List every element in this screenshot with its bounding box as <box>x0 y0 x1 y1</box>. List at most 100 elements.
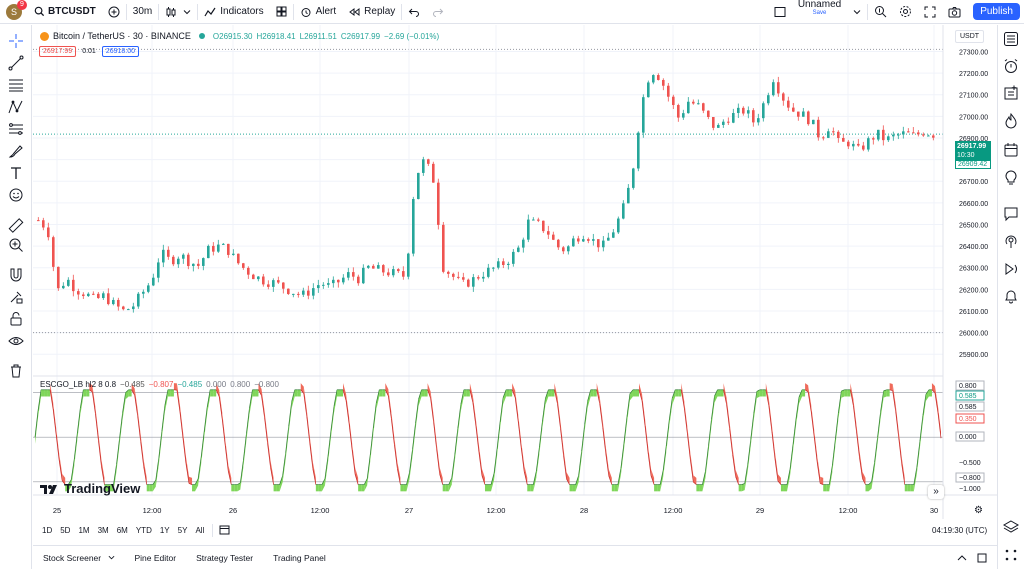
broadcast-icon[interactable] <box>1003 261 1019 277</box>
oscillator-band-segment <box>654 484 658 492</box>
oscillator-band-segment <box>173 383 177 391</box>
eye-icon[interactable] <box>8 333 24 349</box>
oscillator-line-segment <box>708 418 712 446</box>
trend-line-icon[interactable] <box>8 55 24 71</box>
publish-button[interactable]: Publish <box>973 3 1020 20</box>
oscillator-band-segment <box>699 484 703 492</box>
ruler-icon[interactable] <box>8 217 24 233</box>
user-avatar[interactable]: S 9 <box>6 0 27 20</box>
redo-button[interactable] <box>426 0 450 24</box>
range-1y[interactable]: 1Y <box>159 525 170 535</box>
lock-drawings-icon[interactable] <box>8 289 24 305</box>
symbol-search[interactable]: BTCUSDT <box>28 0 102 24</box>
layout-save-toggle[interactable] <box>768 0 792 24</box>
tab-stock-screener[interactable]: Stock Screener <box>33 553 125 563</box>
more-grid-icon[interactable] <box>1003 547 1019 563</box>
range-5d[interactable]: 5D <box>60 525 71 535</box>
settings-button[interactable] <box>893 0 918 24</box>
candles-icon <box>166 6 176 17</box>
emoji-icon[interactable] <box>8 187 24 203</box>
bar-style-button[interactable] <box>159 0 197 24</box>
range-1d[interactable]: 1D <box>42 525 53 535</box>
candle-body <box>342 277 345 283</box>
candle-body <box>607 237 610 241</box>
projection-icon[interactable] <box>8 121 24 137</box>
brush-icon[interactable] <box>8 143 24 159</box>
utc-clock[interactable]: 04:19:30 (UTC) <box>932 526 988 535</box>
range-1m[interactable]: 1M <box>78 525 90 535</box>
oscillator-band-segment <box>149 484 153 492</box>
oscillator-line-segment <box>668 398 673 421</box>
scroll-to-realtime-button[interactable]: » <box>928 485 944 499</box>
buy-price-box[interactable]: 26918.00 <box>101 46 140 57</box>
currency-button[interactable]: USDT <box>955 30 985 43</box>
ideas-bulb-icon[interactable] <box>1003 170 1019 186</box>
quick-search-button[interactable] <box>868 0 893 24</box>
oscillator-band-segment <box>657 484 661 492</box>
pattern-icon[interactable] <box>8 99 24 115</box>
compare-button[interactable] <box>102 0 126 24</box>
trash-icon[interactable] <box>8 363 24 379</box>
oscillator-line-segment <box>330 406 335 431</box>
notifications-bell-icon[interactable] <box>1003 288 1019 304</box>
interval-button[interactable]: 30m <box>132 6 153 17</box>
tab-strategy-tester[interactable]: Strategy Tester <box>196 552 254 563</box>
replay-button[interactable]: Replay <box>342 0 401 24</box>
time-tick-label: 12:00 <box>487 506 506 515</box>
candle-body <box>357 276 360 284</box>
tab-trading-panel[interactable]: Trading Panel <box>273 552 326 563</box>
layout-menu-button[interactable] <box>847 0 867 24</box>
expand-panel-icon[interactable] <box>957 553 967 563</box>
text-icon[interactable] <box>8 165 24 181</box>
sell-price-box[interactable]: 26917.99 <box>39 46 77 57</box>
candle-body <box>227 243 230 255</box>
range-5y[interactable]: 5Y <box>177 525 188 535</box>
oscillator-axis[interactable]: 0.800 0.585 0.585 0.350 0.000 −0.500 −0.800 −1.… <box>955 380 985 493</box>
maximize-panel-icon[interactable] <box>977 553 987 563</box>
candle-body <box>737 107 740 114</box>
oscillator-band-segment <box>569 484 573 492</box>
candle-body <box>777 82 780 94</box>
hotlist-fire-icon[interactable] <box>1003 113 1019 129</box>
streams-icon[interactable] <box>1003 233 1019 249</box>
layouts-button[interactable] <box>270 0 293 24</box>
range-ytd[interactable]: YTD <box>135 525 152 535</box>
chart-area[interactable]: 27300.00 27200.00 27100.00 27000.00 26900.00… <box>33 25 997 519</box>
oscillator-band-segment <box>889 383 893 391</box>
range-6m[interactable]: 6M <box>116 525 128 535</box>
zoom-in-icon[interactable] <box>8 237 24 253</box>
calendar-icon[interactable] <box>1003 142 1019 158</box>
oscillator-value-badge <box>955 472 985 483</box>
alerts-clock-icon[interactable] <box>1003 58 1019 74</box>
chat-icon[interactable] <box>1003 206 1019 222</box>
right-sidebar <box>997 25 1024 569</box>
data-window-icon[interactable] <box>1003 85 1019 101</box>
candle-body <box>472 277 475 287</box>
tradingview-watermark[interactable]: TradingView <box>40 481 140 496</box>
lock-icon[interactable] <box>8 311 24 327</box>
alert-button[interactable]: Alert <box>294 0 343 24</box>
layout-name-button[interactable]: Unnamed Save <box>792 0 847 24</box>
oscillator-line-segment <box>901 464 906 485</box>
crosshair-icon[interactable] <box>8 33 24 49</box>
candle-body <box>287 288 290 294</box>
candle-body <box>832 131 835 133</box>
magnet-icon[interactable] <box>8 267 24 283</box>
tab-pine-editor[interactable]: Pine Editor <box>134 552 177 563</box>
layers-icon[interactable] <box>1003 519 1019 535</box>
indicators-button[interactable]: Indicators <box>198 0 269 24</box>
time-axis[interactable]: 25 12:00 26 12:00 27 12:00 28 12:00 29 12:00 30 ⚙ <box>33 494 997 516</box>
price-tick-label: 26700.00 <box>959 179 988 186</box>
watchlist-icon[interactable] <box>1003 31 1019 47</box>
candle-body <box>277 280 280 283</box>
price-axis[interactable]: 27300.00 27200.00 27100.00 27000.00 26900.00… <box>942 25 988 519</box>
range-3m[interactable]: 3M <box>97 525 109 535</box>
candle-body <box>87 293 90 297</box>
candle-body <box>767 95 770 104</box>
go-to-date-button[interactable] <box>212 523 234 537</box>
range-all[interactable]: All <box>195 525 205 535</box>
undo-button[interactable] <box>402 0 426 24</box>
snapshot-button[interactable] <box>942 0 967 24</box>
fib-retracement-icon[interactable] <box>8 77 24 93</box>
fullscreen-button[interactable] <box>918 0 942 24</box>
